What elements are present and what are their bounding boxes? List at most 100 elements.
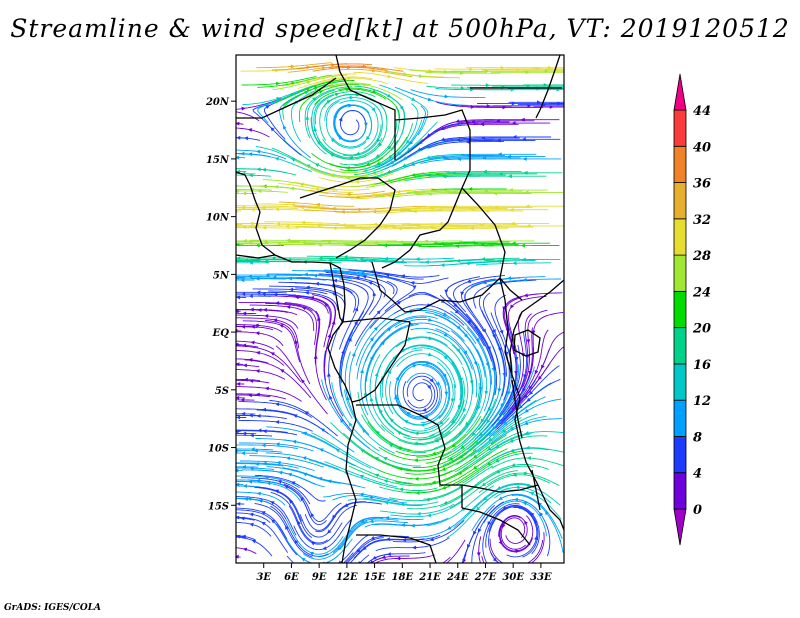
streamline-arrow [331,320,336,325]
colorbar-label: 28 [692,249,711,264]
streamline [236,168,297,176]
streamline-arrow [444,94,449,99]
coastlines-layer [236,55,564,563]
streamline-arrow [318,256,323,261]
border-libya-egypt [335,55,396,160]
streamline-arrow [290,202,295,207]
streamline-arrow [321,66,327,70]
streamline-arrow [477,528,482,533]
lake-tanganyika [511,379,523,439]
streamline-arrow [484,390,489,396]
streamline-arrow [249,466,254,471]
streamline-arrow [521,137,526,142]
streamline-arrow [487,521,492,526]
streamline-arrow [365,135,370,141]
streamline-arrow [261,167,267,172]
streamline-arrow [277,479,282,484]
streamline-arrow [396,151,402,156]
streamline-arrow [372,222,378,227]
streamline-arrow [286,305,291,309]
streamline-arrow [459,71,465,76]
streamline-arrow [454,309,460,314]
streamline-arrow [292,414,298,418]
streamline-arrow [387,369,392,375]
streamline-arrow [241,534,246,539]
streamline-arrow [261,511,266,515]
streamline-arrow [501,428,507,433]
streamline-arrow [305,285,310,290]
streamline-arrow [338,116,343,122]
streamline-arrow [435,566,439,570]
streamline-arrow [374,372,379,377]
colorbar-box [673,290,687,329]
streamline-arrow [456,258,461,263]
colorbar-label: 36 [693,177,711,192]
streamline-arrow [495,458,500,463]
streamline-arrow [526,223,531,228]
streamline-arrow [511,414,516,420]
streamline-arrow [506,276,512,281]
streamline-arrow [273,292,278,297]
lon-tick-label: 27E [474,572,497,583]
streamline-arrow [555,68,560,72]
lon-tick-label: 12E [336,572,358,583]
streamline-arrow [236,501,241,506]
streamline-arrow [312,97,317,102]
lon-tick-label: 30E [502,572,524,583]
streamline [323,350,354,433]
streamline-arrow [310,541,316,546]
streamline-arrow [441,485,447,490]
streamline [489,538,544,563]
streamline-arrow [511,463,516,467]
colorbar-label: 40 [693,140,711,155]
streamline-arrow [272,318,278,323]
border-drc-north [351,321,411,403]
streamline-arrow [257,428,262,433]
streamline-arrow [262,461,267,466]
streamline-arrow [499,329,504,335]
streamline-arrow [261,443,266,448]
colorbar-label: 12 [693,394,711,409]
streamline-arrow [334,92,340,97]
streamline-arrow [347,337,352,342]
streamline-arrow [428,336,433,341]
streamline [236,430,298,436]
streamline-arrow [290,158,296,162]
streamline-arrow [456,325,461,330]
streamline-arrow [498,496,503,501]
streamline-arrow [339,418,344,424]
streamline-arrow [397,446,403,451]
streamline-arrow [338,560,342,563]
streamline-arrow [388,443,394,448]
streamline-arrow [270,352,275,356]
streamline-arrow [396,556,401,561]
streamline [461,522,481,563]
streamline-arrow [381,555,386,560]
streamline [330,421,396,468]
streamline-arrow [384,516,390,520]
streamline-arrow [275,221,280,226]
streamline-arrow [360,519,365,523]
streamline-arrow [332,226,337,231]
streamline-arrow [401,538,407,542]
streamline-arrow [409,140,414,145]
streamline-arrow [292,439,297,444]
streamline-arrow [242,363,248,368]
streamline-arrow [289,287,294,292]
streamline-arrow [387,145,392,150]
border-cameroon [329,262,411,323]
streamline-arrow [510,304,515,309]
streamline-arrow [283,125,287,130]
streamline [236,137,261,141]
colorbar-label: 32 [693,213,711,228]
streamline-arrow [443,332,449,337]
colorbar-box [673,182,687,220]
streamline-arrow [443,500,448,505]
streamline [236,536,273,557]
streamline-arrow [331,292,336,296]
streamline-arrow [544,69,549,74]
streamline-arrow [450,398,455,403]
streamline-arrow [512,472,517,477]
lon-tick-label: 6E [284,572,299,583]
streamline-arrow [476,552,481,557]
